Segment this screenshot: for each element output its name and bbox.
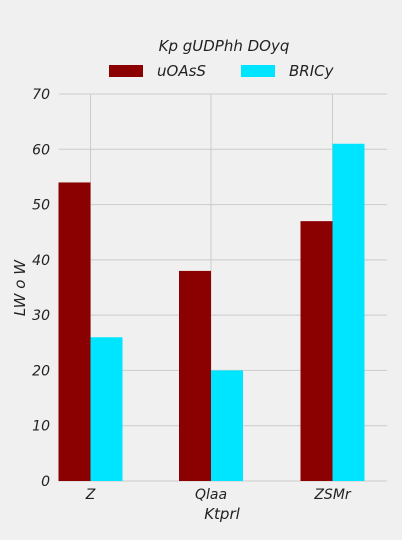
bar-BRICy-Qlaa — [211, 370, 243, 481]
y-tick-label: 0 — [41, 474, 50, 490]
bar-layer — [58, 143, 365, 481]
y-tick-label: 40 — [32, 253, 50, 269]
bar-uOAsS-Z — [58, 182, 91, 481]
x-tick-label: ZSMr — [313, 487, 352, 503]
bar-BRICy-Z — [90, 337, 123, 481]
bar-uOAsS-Qlaa — [179, 270, 211, 481]
y-tick-label: 10 — [32, 419, 50, 435]
y-tick-label: 70 — [32, 87, 50, 103]
y-tick-label: 50 — [32, 198, 50, 214]
bar-BRICy-ZSMr — [332, 143, 365, 481]
x-tick-label: Qlaa — [195, 487, 227, 503]
y-tick-label: 30 — [32, 308, 50, 324]
x-axis-label: Ktprl — [204, 505, 240, 523]
x-tick-label: Z — [85, 487, 96, 503]
y-axis-label: LW o W — [11, 259, 29, 316]
legend-swatch-series-1 — [109, 65, 143, 77]
legend-swatch-series-2 — [241, 65, 275, 77]
chart-title: Kp gUDPhh DOyq — [159, 37, 290, 55]
legend-label-series-2: BRICy — [289, 62, 335, 80]
y-tick-label: 20 — [32, 363, 50, 379]
tick-layer: 0 10 20 30 40 50 60 70 Z Qlaa ZSMr — [32, 87, 352, 503]
bar-uOAsS-ZSMr — [300, 221, 333, 481]
legend-label-series-1: uOAsS — [157, 62, 206, 80]
y-tick-label: 60 — [32, 142, 50, 158]
legend: uOAsS BRICy — [109, 62, 335, 80]
